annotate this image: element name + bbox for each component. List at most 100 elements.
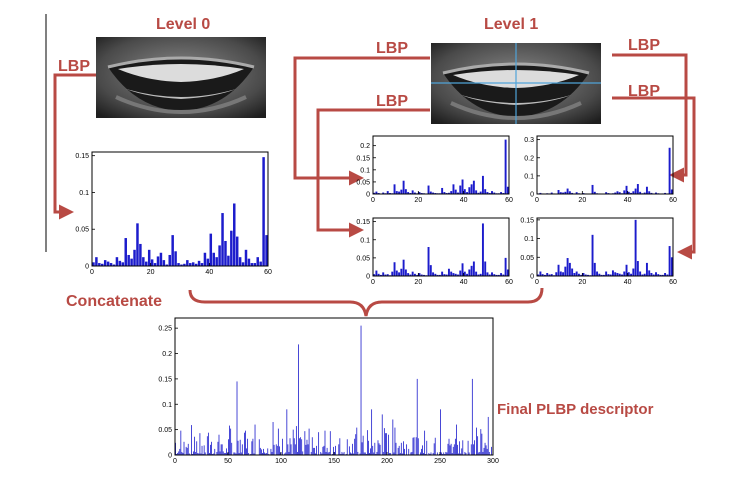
- bar: [346, 439, 348, 455]
- bar: [209, 233, 213, 266]
- bar: [632, 191, 635, 194]
- bar: [227, 255, 230, 266]
- bar: [289, 438, 291, 455]
- bar: [495, 274, 498, 276]
- x-tick-label: 50: [224, 458, 232, 465]
- histogram-level1-bottom-left: 0 20 40 60 0 0.05 0.1 0.15: [356, 217, 513, 286]
- y-tick-label: 0.1: [524, 236, 534, 243]
- bar: [386, 274, 389, 276]
- bar: [230, 230, 233, 266]
- bar: [609, 274, 612, 276]
- bar: [186, 260, 189, 266]
- bar: [248, 452, 250, 455]
- bar: [428, 452, 430, 455]
- bar: [399, 452, 401, 455]
- bar: [351, 453, 352, 455]
- bar: [466, 192, 469, 194]
- bar: [614, 272, 617, 276]
- x-tick-label: 100: [275, 458, 287, 465]
- bar: [370, 448, 371, 455]
- y-tick-label: 0.3: [524, 137, 534, 144]
- bar: [562, 192, 565, 194]
- x-tick-label: 40: [460, 197, 468, 204]
- bar: [402, 180, 405, 194]
- bar: [174, 251, 177, 266]
- bar: [313, 447, 315, 455]
- y-tick-label: 0: [85, 264, 89, 271]
- y-tick-label: 0.1: [79, 190, 89, 197]
- bar: [575, 271, 578, 276]
- bar: [322, 446, 324, 455]
- bar: [293, 438, 295, 455]
- bar: [192, 453, 193, 455]
- y-tick-label: 0.15: [356, 155, 370, 162]
- bar: [199, 433, 201, 455]
- bar: [403, 441, 404, 455]
- bar: [446, 452, 448, 455]
- bar: [284, 453, 286, 455]
- bar: [493, 274, 496, 276]
- bar: [228, 439, 229, 455]
- bar: [175, 442, 176, 455]
- x-tick-label: 0: [371, 279, 375, 286]
- bar: [404, 269, 407, 276]
- bar: [636, 184, 639, 194]
- bar: [342, 453, 344, 455]
- bar: [488, 451, 490, 455]
- bar: [244, 432, 245, 455]
- bar: [388, 434, 389, 455]
- bar: [424, 430, 426, 455]
- bar: [390, 452, 392, 455]
- bar: [447, 192, 450, 194]
- bar: [267, 448, 269, 455]
- bar: [360, 325, 362, 455]
- bar: [432, 452, 434, 455]
- bar: [539, 192, 542, 194]
- bar: [415, 437, 417, 455]
- bar: [440, 409, 441, 455]
- bar: [450, 191, 453, 194]
- bar: [464, 451, 466, 455]
- level1-lbp-arrow-top-right: [612, 53, 688, 183]
- bar: [400, 268, 403, 276]
- bar: [410, 452, 412, 455]
- mouth-image-level1: [431, 43, 601, 124]
- bar: [373, 274, 376, 276]
- bar: [310, 451, 312, 455]
- bar: [477, 274, 480, 276]
- bar: [286, 409, 288, 455]
- level1-title: Level 1: [484, 16, 539, 33]
- bar: [328, 451, 330, 455]
- bar: [262, 452, 263, 455]
- bar: [454, 273, 457, 276]
- bar: [412, 437, 414, 455]
- bar: [253, 453, 255, 455]
- bar: [573, 273, 576, 276]
- bar: [375, 191, 378, 194]
- bar: [479, 191, 482, 194]
- bar: [262, 157, 265, 266]
- bar: [436, 274, 439, 276]
- y-tick-label: 0.05: [356, 255, 370, 262]
- bar: [318, 432, 320, 455]
- bar: [467, 440, 469, 455]
- bar: [194, 263, 198, 266]
- level1-top-left-histogram-plot: 0 20 40 60 0 0.05 0.1 0.15 0.2: [356, 135, 513, 204]
- bar: [666, 274, 669, 276]
- bar: [288, 451, 290, 455]
- bar: [645, 186, 648, 194]
- bar: [304, 431, 306, 455]
- bar: [484, 442, 486, 455]
- bar: [584, 274, 587, 276]
- bar: [245, 430, 246, 455]
- bar: [250, 453, 252, 455]
- bar: [445, 274, 448, 276]
- bar: [395, 442, 397, 455]
- bar: [504, 139, 507, 194]
- bar: [402, 259, 405, 276]
- bar: [479, 451, 481, 455]
- bar: [465, 452, 467, 455]
- bar: [650, 273, 653, 276]
- bar: [369, 452, 370, 455]
- bar: [470, 265, 473, 276]
